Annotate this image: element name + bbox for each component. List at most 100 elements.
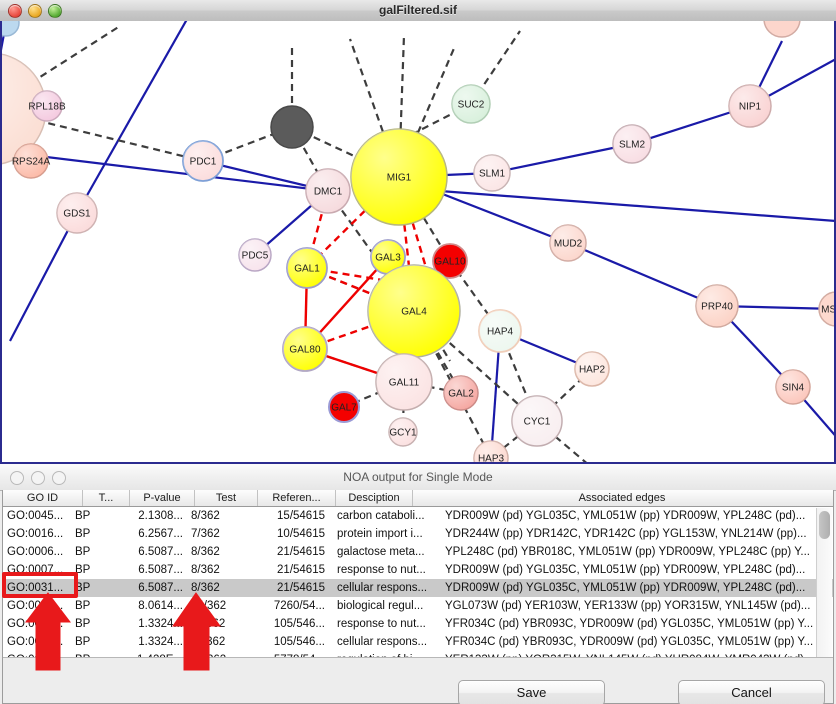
cell-reference: 7260/54... (273, 600, 325, 612)
cell-test: 8/362 (191, 546, 220, 558)
network-graph[interactable]: RPL18B RPS24A GDS1 P (0, 21, 836, 462)
node-nip1[interactable]: NIP1 (728, 84, 772, 128)
cell-test: 11/362 (191, 618, 226, 630)
node-gal7[interactable]: GAL7 (328, 391, 360, 423)
cell-p-value: 6.5087... (138, 546, 183, 558)
node-rpl18b[interactable]: RPL18B (28, 90, 66, 122)
svg-text:RPS24A: RPS24A (12, 157, 51, 168)
node-gal11[interactable]: GAL11 (375, 353, 433, 411)
minimize-button[interactable] (28, 3, 42, 18)
zoom-button[interactable] (48, 3, 62, 18)
node-hap3[interactable]: HAP3 (473, 440, 509, 462)
cell-p-value: 2.1308... (138, 510, 183, 522)
column-header-reference[interactable]: Referen... (258, 490, 336, 506)
node-cyc1[interactable]: CYC1 (511, 395, 563, 447)
cell-p-value: 1.428E... (111, 651, 189, 657)
cell-reference: 10/54615 (277, 528, 325, 540)
cytoscape-network-window: galFiltered.sif (0, 0, 836, 462)
table-vertical-scrollbar[interactable] (816, 508, 832, 657)
node-gds1[interactable]: GDS1 (56, 192, 98, 234)
node-top-left-blue[interactable] (0, 21, 20, 37)
node-gal1[interactable]: GAL1 (286, 247, 328, 289)
column-header-type[interactable]: T... (83, 490, 130, 506)
noa-zoom-button[interactable] (52, 471, 66, 485)
results-table[interactable]: GO ID T... P-value Test Referen... Desci… (2, 490, 834, 704)
node-hap2[interactable]: HAP2 (574, 351, 610, 387)
node-pdc1[interactable]: PDC1 (182, 140, 224, 182)
column-header-p-value[interactable]: P-value (130, 490, 195, 506)
node-gal2[interactable]: GAL2 (443, 375, 479, 411)
table-row[interactable]: GO:0016... BP 6.2567... 7/362 10/54615 p… (3, 525, 833, 543)
svg-text:GAL1: GAL1 (294, 264, 320, 275)
cell-test: 8/362 (191, 564, 220, 576)
table-row[interactable]: GO:0006... BP 6.5087... 8/362 21/54615 g… (3, 543, 833, 561)
node-slm2[interactable]: SLM2 (612, 124, 652, 164)
node-gcy1[interactable]: GCY1 (388, 417, 418, 447)
cancel-button[interactable]: Cancel (678, 680, 825, 704)
node-rps24a[interactable]: RPS24A (12, 143, 51, 179)
network-nodes[interactable]: RPL18B RPS24A GDS1 P (0, 21, 836, 462)
table-row[interactable]: GO:0031... BP 1.3324... 11/362 105/546..… (3, 633, 833, 651)
noa-close-button[interactable] (10, 471, 24, 485)
node-sin4[interactable]: SIN4 (775, 369, 811, 405)
svg-text:RPL18B: RPL18B (28, 102, 66, 113)
cell-p-value: 6.5087... (138, 582, 183, 594)
cell-reference: 21/54615 (277, 546, 325, 558)
pd-edges (0, 25, 593, 462)
cell-p-value: 1.3324... (138, 618, 183, 630)
table-row[interactable]: GO:0031... BP 1.3324... 11/362 105/546..… (3, 615, 833, 633)
network-canvas[interactable]: RPL18B RPS24A GDS1 P (0, 21, 836, 462)
node-gal80[interactable]: GAL80 (282, 326, 328, 372)
noa-minimize-button[interactable] (31, 471, 45, 485)
svg-text:SLM2: SLM2 (619, 140, 646, 151)
node-mud2[interactable]: MUD2 (549, 224, 587, 262)
node-mig1[interactable]: MIG1 (350, 128, 448, 226)
node-slm1[interactable]: SLM1 (473, 154, 511, 192)
close-button[interactable] (8, 3, 22, 18)
cell-test: 11/362 (191, 636, 226, 648)
cell-edges: YDR244W (pp) YDR142C, YDR142C (pp) YGL15… (445, 528, 807, 540)
window-controls[interactable] (8, 3, 62, 18)
cell-edges: YDR009W (pd) YGL035C, YML051W (pp) YDR00… (445, 564, 806, 576)
cell-go-id: GO:0031... (7, 582, 64, 594)
svg-text:SUC2: SUC2 (458, 100, 485, 111)
node-gal4[interactable]: GAL4 (367, 264, 461, 358)
node-pdc5[interactable]: PDC5 (238, 238, 272, 272)
node-prp40[interactable]: PRP40 (695, 284, 739, 328)
cell-test: 8/362 (191, 510, 220, 522)
node-top-right-pink[interactable] (763, 21, 801, 38)
cell-test: 94/362 (191, 600, 227, 612)
cell-edges: YFR034C (pd) YBR093C, YDR009W (pd) YGL03… (445, 636, 814, 648)
table-row[interactable]: GO:0065... BP 8.0614... 94/362 7260/54..… (3, 597, 833, 615)
node-grey-hub[interactable] (270, 105, 314, 149)
dialog-button-bar: Save Cancel (0, 680, 836, 704)
noa-window-controls[interactable] (10, 471, 66, 485)
table-body[interactable]: GO:0045... BP 2.1308... 8/362 15/54615 c… (3, 507, 833, 657)
table-row[interactable]: GO:0007... BP 6.5087... 8/362 21/54615 r… (3, 561, 833, 579)
node-gal10[interactable]: GAL10 (432, 243, 468, 279)
cell-description: regulation of bi... (333, 651, 443, 657)
save-button[interactable]: Save (458, 680, 605, 704)
table-row[interactable]: GO:0045... BP 2.1308... 8/362 15/54615 c… (3, 507, 833, 525)
node-hap4[interactable]: HAP4 (478, 309, 522, 353)
cell-reference: 105/546... (273, 618, 325, 630)
noa-titlebar[interactable]: NOA output for Single Mode (0, 464, 836, 491)
node-suc2[interactable]: SUC2 (451, 84, 491, 124)
column-header-associated-edges[interactable]: Associated edges (578, 492, 666, 504)
main-window-titlebar[interactable]: galFiltered.sif (0, 0, 836, 22)
svg-text:GAL10: GAL10 (434, 257, 466, 268)
column-header-desciption[interactable]: Desciption (336, 490, 413, 506)
cell-description: response to nut... (337, 564, 426, 576)
column-header-test[interactable]: Test (195, 490, 258, 506)
cell-test: 7/362 (191, 528, 220, 540)
scrollbar-thumb[interactable] (819, 511, 830, 539)
table-row-selected[interactable]: GO:0031... BP 6.5087... 8/362 21/54615 c… (3, 579, 833, 597)
node-dmc1[interactable]: DMC1 (305, 168, 351, 214)
cell-description: biological regul... (337, 600, 424, 612)
svg-text:SIN4: SIN4 (782, 383, 805, 394)
column-header-go-id[interactable]: GO ID (3, 490, 83, 506)
svg-text:HAP3: HAP3 (478, 454, 505, 462)
cell-go-id: GO:0045... (7, 510, 64, 522)
node-msi[interactable]: MSI (818, 291, 836, 327)
canvas-right-border (834, 21, 836, 462)
